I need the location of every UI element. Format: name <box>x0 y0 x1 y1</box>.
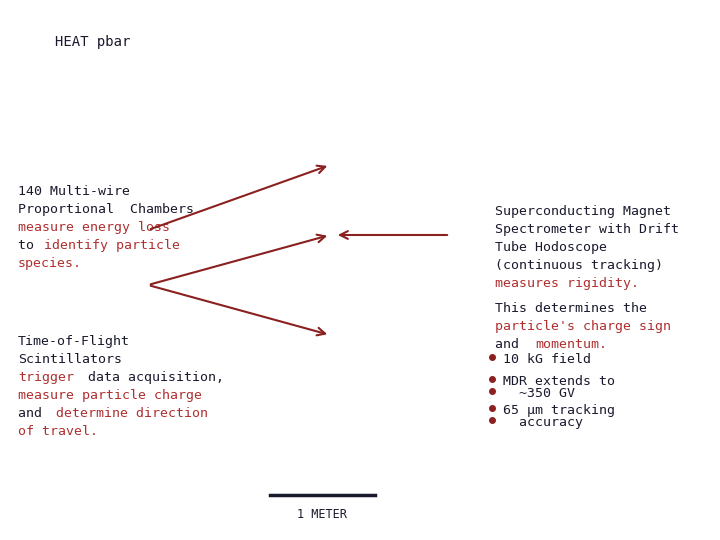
Text: Superconducting Magnet: Superconducting Magnet <box>495 205 671 218</box>
Text: MDR extends to: MDR extends to <box>503 375 615 388</box>
Text: Scintillators: Scintillators <box>18 353 122 366</box>
Text: trigger: trigger <box>18 371 74 384</box>
Text: momentum.: momentum. <box>535 338 607 351</box>
Text: Spectrometer with Drift: Spectrometer with Drift <box>495 223 679 236</box>
Text: measures rigidity.: measures rigidity. <box>495 277 639 290</box>
Text: 140 Multi-wire: 140 Multi-wire <box>18 185 130 198</box>
Text: determine direction: determine direction <box>56 407 208 420</box>
Text: This determines the: This determines the <box>495 302 647 315</box>
Text: 10 kG field: 10 kG field <box>503 353 591 366</box>
Text: species.: species. <box>18 257 82 270</box>
Text: to: to <box>18 239 42 252</box>
Text: Proportional  Chambers: Proportional Chambers <box>18 203 194 216</box>
Text: particle's charge sign: particle's charge sign <box>495 320 671 333</box>
Text: 1 METER: 1 METER <box>297 508 347 521</box>
Text: and: and <box>18 407 50 420</box>
Text: measure particle charge: measure particle charge <box>18 389 202 402</box>
Text: of travel.: of travel. <box>18 425 98 438</box>
Text: accuracy: accuracy <box>503 416 583 429</box>
Text: data acquisition,: data acquisition, <box>80 371 224 384</box>
Text: ~350 GV: ~350 GV <box>503 387 575 400</box>
Text: measure energy loss: measure energy loss <box>18 221 170 234</box>
Text: and: and <box>495 338 527 351</box>
Text: Time-of-Flight: Time-of-Flight <box>18 335 130 348</box>
Text: HEAT pbar: HEAT pbar <box>55 35 130 49</box>
Text: Tube Hodoscope: Tube Hodoscope <box>495 241 607 254</box>
Text: identify particle: identify particle <box>44 239 180 252</box>
Text: (continuous tracking): (continuous tracking) <box>495 259 663 272</box>
Text: 65 μm tracking: 65 μm tracking <box>503 404 615 417</box>
